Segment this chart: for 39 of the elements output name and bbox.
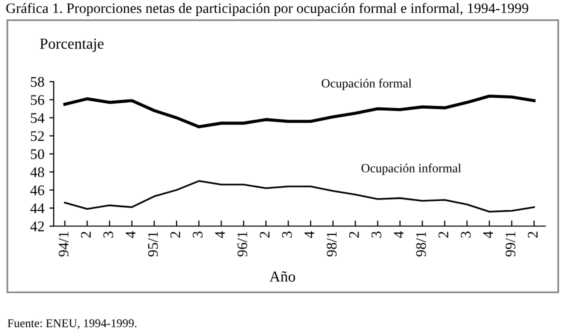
x-tick-label: 3 [460,232,471,238]
x-tick-label: 2 [438,232,448,238]
series-label: Ocupación informal [362,164,462,175]
x-tick-label: 2 [349,232,359,238]
y-tick-label: 58 [30,77,44,87]
x-tick-label: 98/1 [326,232,337,256]
x-tick-label: 99/1 [506,232,516,256]
y-tick-label: 46 [30,185,44,196]
x-tick-label: 3 [372,232,382,238]
x-tick-label: 4 [215,231,225,238]
x-axis-title: Año [269,271,296,282]
x-tick-label: 4 [304,231,314,238]
series-label: Ocupación formal [322,78,412,90]
x-tick-label: 94/1 [58,232,68,256]
x-tick-label: 2 [528,232,538,238]
x-tick-label: 3 [192,232,203,238]
x-tick-label: 4 [126,231,136,238]
y-axis-title: Porcentaje [40,38,104,52]
y-tick-label: 42 [30,222,44,232]
y-tick-label: 52 [30,131,44,142]
y-tick-label: 54 [30,113,44,123]
x-tick-label: 2 [170,232,180,238]
x-tick-label: 2 [81,232,91,238]
x-tick-label: 3 [282,232,292,238]
x-tick-label: 4 [394,231,404,238]
y-tick-label: 56 [30,95,44,105]
line-series [63,94,536,128]
x-tick-label: 95/1 [148,232,158,256]
line-series [64,180,535,213]
x-tick-label: 4 [483,231,493,238]
source-note: Fuente: ENEU, 1994-1999. [8,319,136,329]
y-tick-label: 48 [30,167,44,178]
x-tick-label: 3 [103,232,114,238]
chart-title: Gráfica 1. Proporciones netas de participación por ocupación formal e informal, 1994-1999 [6,2,528,16]
y-tick-label: 44 [30,204,44,214]
x-tick-label: 96/1 [237,232,248,256]
y-tick-label: 50 [30,149,44,160]
x-tick-label: 98/1 [416,232,426,256]
x-tick-label: 2 [260,232,270,238]
